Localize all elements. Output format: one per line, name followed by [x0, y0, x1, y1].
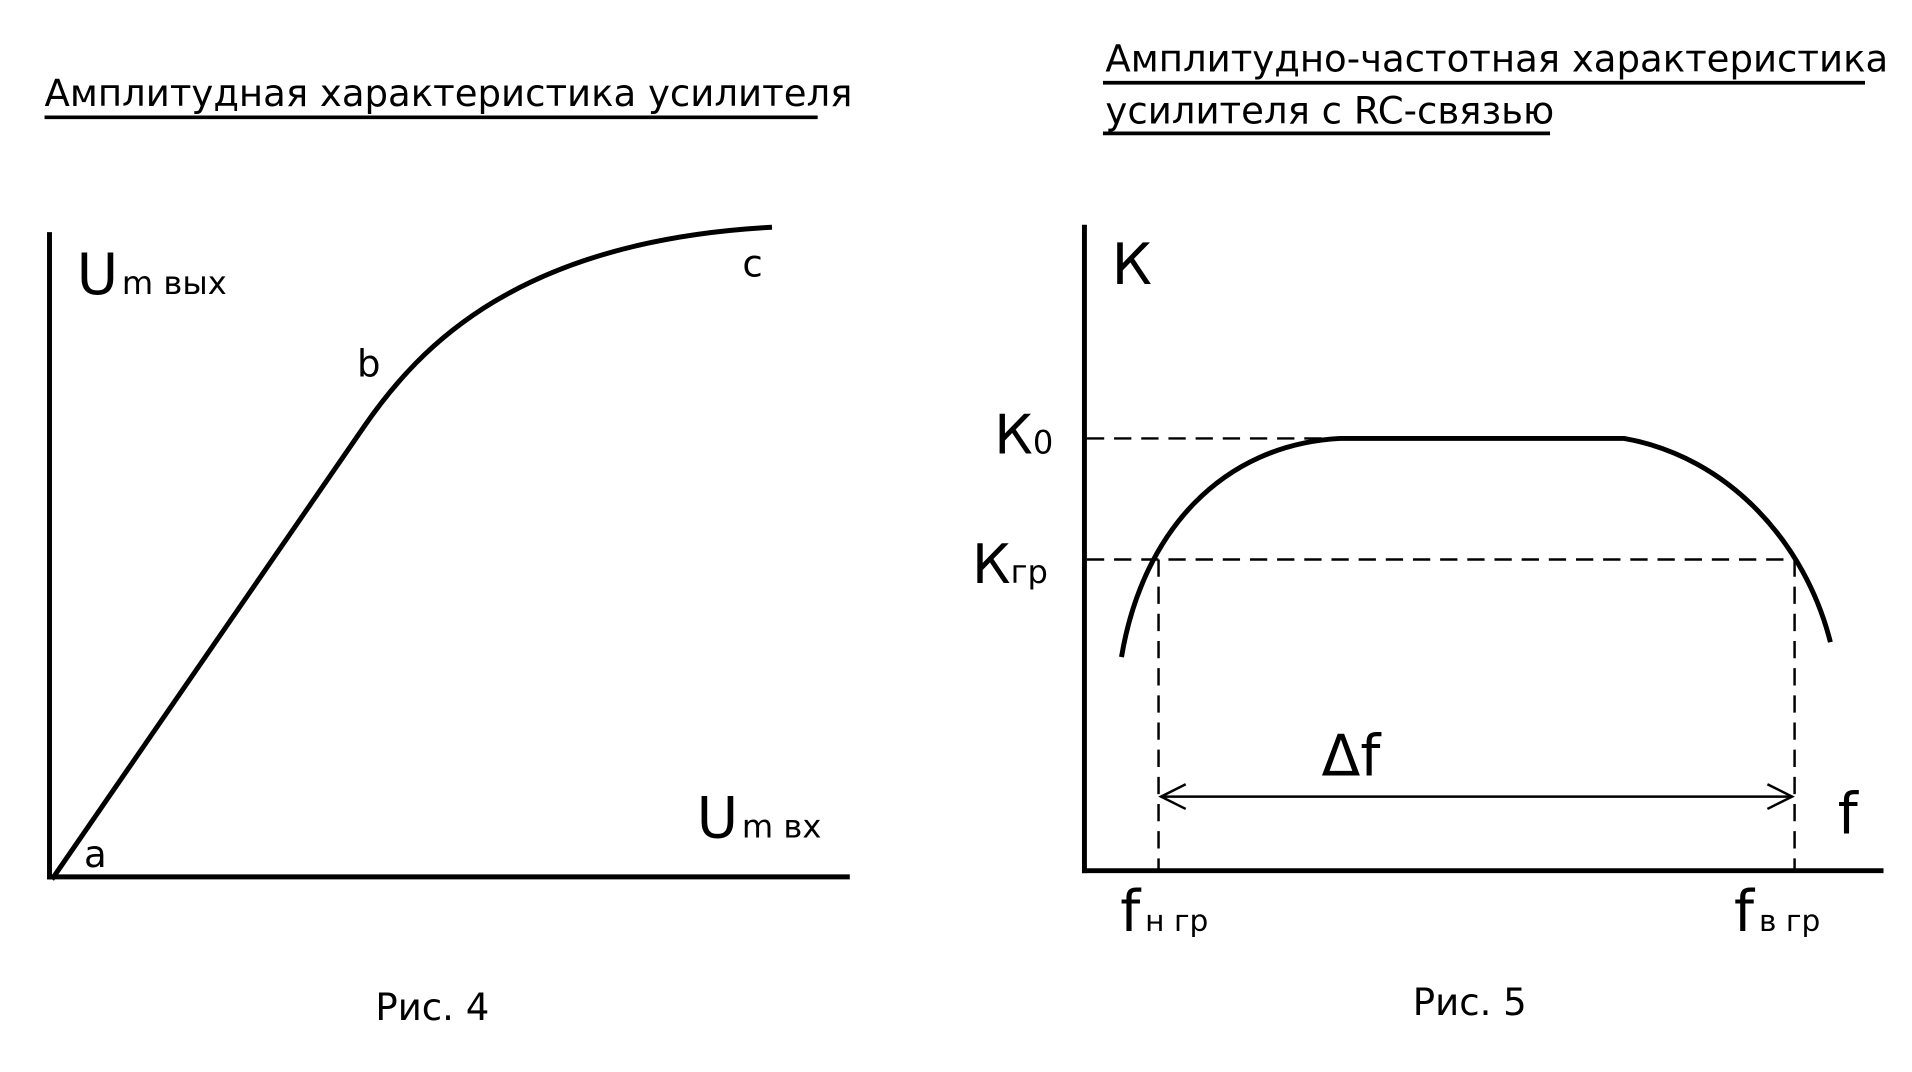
curve [49, 224, 773, 881]
figure-title: усилителя с RC-связью [1105, 90, 1554, 133]
label-main: К [994, 403, 1033, 466]
caption: Рис. 4 [375, 986, 489, 1029]
label-sub: m вх [742, 807, 821, 845]
caption: Рис. 5 [1413, 981, 1527, 1024]
label-sub: н гр [1145, 903, 1208, 938]
arrow-heads [1158, 783, 1795, 811]
label-sub: 0 [1033, 423, 1053, 461]
label-main: U [77, 242, 119, 308]
label-main: К [972, 533, 1011, 596]
point-label: a [84, 833, 107, 876]
point-label: c [742, 243, 762, 286]
figure-title: Амплитудная характеристика усилителя [45, 72, 853, 115]
x-axis-label: f [1838, 782, 1860, 848]
figure-title: Амплитудно-частотная характеристика [1105, 38, 1888, 81]
label-main: f [1120, 879, 1142, 945]
figure-5: Амплитудно-частотная характеристика усил… [972, 38, 1888, 1025]
label-sub: m вых [122, 264, 227, 302]
label-main: f [1734, 879, 1756, 945]
curve [1119, 435, 1833, 658]
label-main: U [697, 785, 739, 851]
label-sub: в гр [1759, 903, 1820, 938]
level-label: Кгр [972, 533, 1048, 596]
y-axis-label: К [1112, 232, 1152, 298]
band-label: Δf [1322, 724, 1383, 790]
point-label: b [357, 343, 381, 386]
label-sub: гр [1011, 553, 1048, 591]
level-label: К0 [994, 403, 1053, 466]
